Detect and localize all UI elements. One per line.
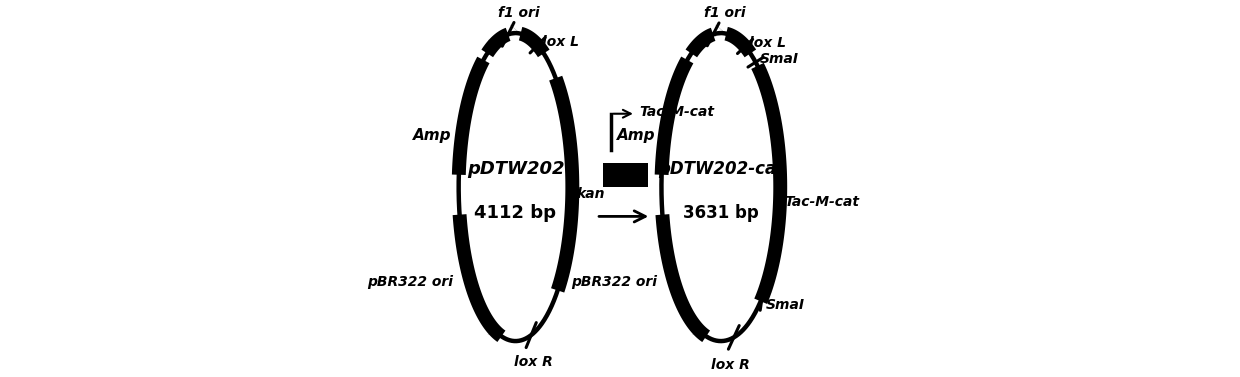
Text: pBR322 ori: pBR322 ori <box>367 276 453 290</box>
Text: kan: kan <box>577 187 605 201</box>
Text: pBR322 ori: pBR322 ori <box>572 276 657 290</box>
Text: Tac-M-cat: Tac-M-cat <box>640 105 714 119</box>
Text: Amp: Amp <box>413 128 451 143</box>
Text: Tac-M-cat: Tac-M-cat <box>785 195 859 209</box>
Text: lox R: lox R <box>711 357 749 372</box>
Text: pDTW202: pDTW202 <box>466 160 564 178</box>
Text: 3631 bp: 3631 bp <box>683 204 759 222</box>
Text: pDTW202-cat: pDTW202-cat <box>657 160 784 178</box>
Text: lox R: lox R <box>513 355 552 369</box>
Text: lox L: lox L <box>542 35 579 49</box>
Text: f1 ori: f1 ori <box>498 6 539 20</box>
Bar <box>604 163 647 187</box>
Text: SmaI: SmaI <box>759 52 799 66</box>
Text: f1 ori: f1 ori <box>703 6 745 20</box>
Text: SmaI: SmaI <box>765 299 805 313</box>
Text: Amp: Amp <box>618 128 656 143</box>
Text: 4112 bp: 4112 bp <box>475 204 557 222</box>
Text: lox L: lox L <box>749 36 786 50</box>
